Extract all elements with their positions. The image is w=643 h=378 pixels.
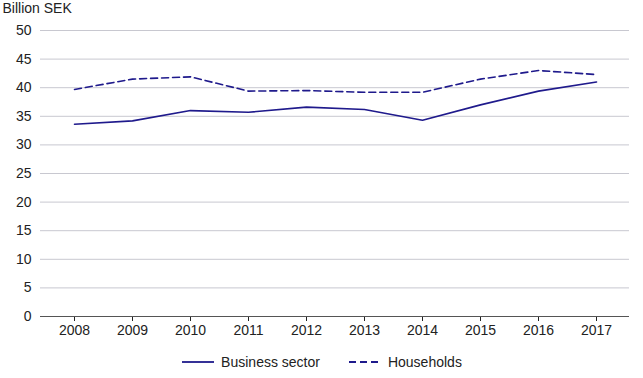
svg-text:2013: 2013: [349, 322, 380, 338]
svg-text:35: 35: [16, 108, 32, 124]
svg-text:20: 20: [16, 194, 32, 210]
html-text:Business sector: Business sector: [221, 354, 320, 370]
svg-text:50: 50: [16, 22, 32, 38]
svg-text:10: 10: [16, 251, 32, 267]
svg-text:25: 25: [16, 165, 32, 181]
svg-text:Billion SEK: Billion SEK: [3, 0, 73, 16]
svg-text:2010: 2010: [175, 322, 206, 338]
svg-text:5: 5: [24, 279, 32, 295]
svg-text:15: 15: [16, 222, 32, 238]
svg-text:2008: 2008: [59, 322, 90, 338]
svg-text:2014: 2014: [407, 322, 438, 338]
svg-text:45: 45: [16, 51, 32, 67]
svg-text:2012: 2012: [291, 322, 322, 338]
svg-text:2011: 2011: [233, 322, 263, 338]
svg-text:2009: 2009: [117, 322, 148, 338]
svg-text:2017: 2017: [581, 322, 612, 338]
svg-text:2016: 2016: [523, 322, 554, 338]
svg-text:0: 0: [24, 308, 32, 324]
svg-text:30: 30: [16, 136, 32, 152]
html-text:Households: Households: [387, 354, 462, 370]
svg-text:2015: 2015: [465, 322, 496, 338]
svg-text:40: 40: [16, 79, 32, 95]
